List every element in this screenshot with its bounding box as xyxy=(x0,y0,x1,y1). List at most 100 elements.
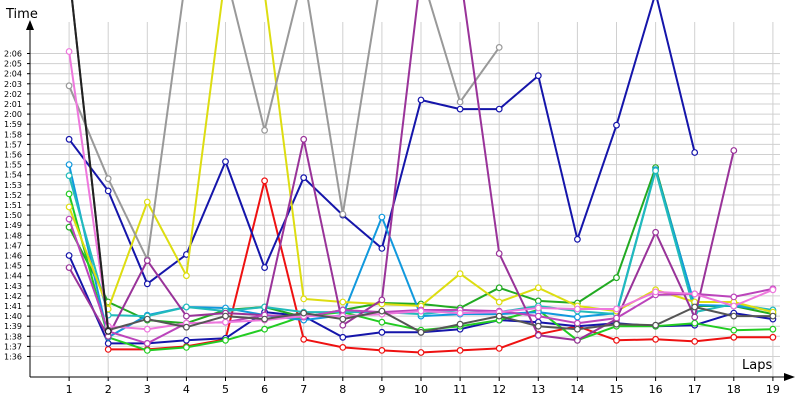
data-point xyxy=(769,286,777,294)
data-point xyxy=(378,328,386,336)
data-point xyxy=(574,305,581,313)
data-point xyxy=(730,333,738,341)
data-point xyxy=(261,325,269,333)
y-tick-label: 2:02 xyxy=(4,90,22,99)
y-tick-label: 2:01 xyxy=(4,100,22,109)
data-point xyxy=(104,175,112,183)
y-tick-label: 2:00 xyxy=(4,110,22,119)
data-point xyxy=(65,161,73,169)
data-point xyxy=(339,333,347,341)
x-tick-label: 9 xyxy=(378,383,385,396)
data-point xyxy=(495,250,503,257)
y-tick-label: 1:40 xyxy=(4,312,22,321)
data-point xyxy=(456,309,464,317)
data-point xyxy=(534,304,542,312)
data-point xyxy=(495,298,503,306)
data-point xyxy=(143,280,151,288)
x-tick-label: 4 xyxy=(183,383,190,396)
data-point xyxy=(417,328,425,336)
y-tick-label: 1:54 xyxy=(4,171,22,180)
data-point xyxy=(222,158,229,166)
data-point xyxy=(65,172,73,180)
data-point xyxy=(222,318,229,326)
axes xyxy=(26,20,795,381)
y-tick-label: 1:42 xyxy=(4,292,22,301)
data-point xyxy=(613,314,620,322)
data-point xyxy=(378,213,386,221)
data-point xyxy=(182,272,190,280)
x-tick-label: 7 xyxy=(300,383,307,396)
series-layer xyxy=(65,0,777,356)
y-tick-label: 1:48 xyxy=(4,231,22,240)
data-point xyxy=(65,215,73,223)
x-axis-ticks: 1 2 3 4 5 6 7 8 9 10 11 12 13 14 15 16 17 18 19 xyxy=(66,377,780,396)
y-tick-label: 1:53 xyxy=(4,181,22,190)
data-point xyxy=(300,309,308,317)
data-point xyxy=(534,331,542,339)
x-tick-label: 19 xyxy=(766,383,780,396)
data-point xyxy=(613,305,620,313)
data-point xyxy=(769,325,777,333)
y-tick-label: 1:41 xyxy=(4,302,22,311)
series-13 xyxy=(71,0,777,336)
data-point xyxy=(574,319,581,327)
data-point xyxy=(65,203,73,211)
data-point xyxy=(339,306,347,314)
series-9 xyxy=(65,0,503,263)
data-point xyxy=(456,347,464,354)
data-point xyxy=(652,228,659,236)
data-point xyxy=(222,336,229,344)
x-tick-label: 3 xyxy=(144,383,151,396)
data-point xyxy=(456,320,464,328)
series-12 xyxy=(65,48,777,333)
y-tick-label: 2:04 xyxy=(4,70,22,79)
x-tick-label: 5 xyxy=(222,383,229,396)
data-point xyxy=(691,338,699,345)
data-point xyxy=(769,333,777,341)
y-tick-label: 1:56 xyxy=(4,151,22,160)
x-tick-label: 10 xyxy=(414,383,428,396)
x-tick-label: 16 xyxy=(649,383,663,396)
data-point xyxy=(613,336,620,344)
data-point xyxy=(691,303,699,311)
data-point xyxy=(300,295,308,303)
data-point xyxy=(495,284,503,292)
data-point xyxy=(574,336,581,344)
data-point xyxy=(300,135,308,143)
x-tick-label: 2 xyxy=(105,383,112,396)
y-tick-label: 1:52 xyxy=(4,191,22,200)
data-point xyxy=(613,274,620,282)
y-tick-label: 1:36 xyxy=(4,353,22,362)
data-point xyxy=(691,319,699,327)
data-point xyxy=(104,327,112,335)
data-point xyxy=(652,167,659,175)
data-point xyxy=(652,288,659,296)
data-point xyxy=(104,187,112,195)
data-point xyxy=(261,126,269,134)
data-point xyxy=(143,325,151,333)
data-point xyxy=(378,347,386,354)
data-point xyxy=(143,347,151,354)
x-axis-title: Laps xyxy=(742,358,772,373)
y-tick-label: 1:47 xyxy=(4,241,22,250)
data-point xyxy=(613,320,620,328)
y-tick-label: 1:51 xyxy=(4,201,22,210)
data-point xyxy=(143,315,151,323)
data-point xyxy=(574,235,581,243)
data-point xyxy=(339,315,347,323)
y-tick-label: 1:58 xyxy=(4,130,22,139)
y-tick-label: 1:45 xyxy=(4,262,22,271)
data-point xyxy=(378,296,386,304)
data-point xyxy=(613,121,620,129)
data-point xyxy=(104,340,112,347)
data-point xyxy=(65,264,73,272)
data-point xyxy=(182,323,190,331)
data-point xyxy=(182,312,190,320)
data-point xyxy=(143,340,151,347)
y-axis-title: Time xyxy=(5,7,38,22)
data-point xyxy=(65,252,73,259)
series-line xyxy=(68,0,501,261)
x-tick-label: 8 xyxy=(339,383,346,396)
y-tick-label: 1:37 xyxy=(4,342,22,351)
